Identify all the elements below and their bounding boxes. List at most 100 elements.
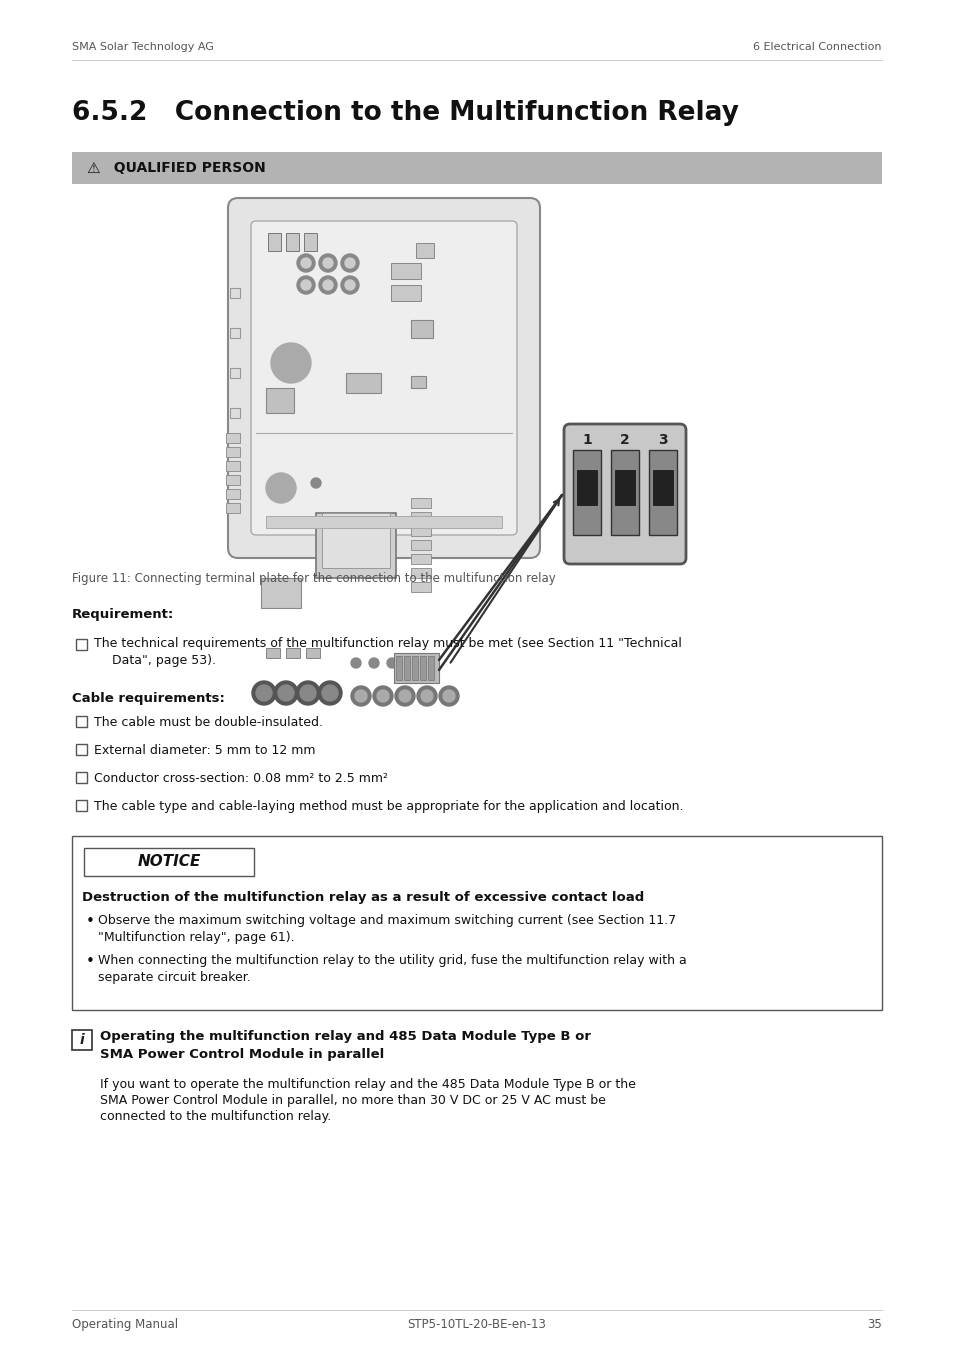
Text: 2: 2 bbox=[619, 433, 629, 447]
Bar bbox=[403, 655, 410, 680]
Text: connected to the multifunction relay.: connected to the multifunction relay. bbox=[100, 1110, 331, 1122]
Text: Requirement:: Requirement: bbox=[71, 608, 174, 621]
Bar bbox=[261, 578, 301, 608]
Bar bbox=[266, 649, 280, 658]
Circle shape bbox=[376, 691, 389, 701]
FancyBboxPatch shape bbox=[563, 424, 685, 565]
Circle shape bbox=[420, 691, 433, 701]
Text: "Multifunction relay", page 61).: "Multifunction relay", page 61). bbox=[98, 932, 294, 944]
Bar bbox=[648, 450, 677, 535]
Circle shape bbox=[274, 681, 297, 705]
Circle shape bbox=[301, 280, 311, 290]
Bar bbox=[226, 460, 240, 471]
Text: •: • bbox=[86, 914, 94, 929]
Text: External diameter: 5 mm to 12 mm: External diameter: 5 mm to 12 mm bbox=[94, 743, 315, 757]
Bar bbox=[76, 800, 87, 811]
Bar bbox=[268, 233, 281, 250]
Text: QUALIFIED PERSON: QUALIFIED PERSON bbox=[104, 161, 266, 175]
FancyBboxPatch shape bbox=[228, 198, 539, 558]
Bar bbox=[306, 649, 319, 658]
Bar bbox=[411, 540, 431, 550]
Circle shape bbox=[301, 259, 311, 268]
Circle shape bbox=[252, 681, 275, 705]
Bar bbox=[76, 772, 87, 783]
Bar bbox=[230, 328, 240, 338]
Text: The technical requirements of the multifunction relay must be met (see Section 1: The technical requirements of the multif… bbox=[94, 636, 681, 650]
Bar bbox=[391, 263, 420, 279]
Bar bbox=[226, 447, 240, 458]
Bar bbox=[411, 320, 433, 338]
Circle shape bbox=[318, 276, 336, 294]
Bar bbox=[76, 716, 87, 727]
Bar bbox=[411, 498, 431, 508]
Text: Data", page 53).: Data", page 53). bbox=[112, 654, 215, 668]
Bar bbox=[315, 513, 395, 578]
Bar bbox=[394, 653, 438, 682]
Bar bbox=[71, 1030, 91, 1049]
Bar bbox=[71, 835, 882, 1010]
Bar bbox=[419, 655, 426, 680]
Bar bbox=[411, 567, 431, 578]
Circle shape bbox=[351, 686, 371, 705]
Circle shape bbox=[299, 685, 315, 701]
Text: i: i bbox=[79, 1033, 84, 1047]
Circle shape bbox=[323, 259, 333, 268]
Bar bbox=[230, 368, 240, 378]
Circle shape bbox=[442, 691, 455, 701]
Circle shape bbox=[317, 681, 341, 705]
Bar bbox=[286, 233, 298, 250]
Circle shape bbox=[318, 255, 336, 272]
Text: ⚠: ⚠ bbox=[86, 161, 99, 176]
Circle shape bbox=[340, 255, 358, 272]
Bar bbox=[266, 516, 501, 528]
Circle shape bbox=[340, 276, 358, 294]
Bar bbox=[391, 284, 420, 301]
Circle shape bbox=[395, 686, 415, 705]
Bar bbox=[226, 475, 240, 485]
Bar bbox=[573, 450, 600, 535]
Circle shape bbox=[373, 686, 393, 705]
Text: When connecting the multifunction relay to the utility grid, fuse the multifunct: When connecting the multifunction relay … bbox=[98, 955, 686, 967]
Text: Figure 11: Connecting terminal plate for the connection to the multifunction rel: Figure 11: Connecting terminal plate for… bbox=[71, 571, 556, 585]
Circle shape bbox=[296, 276, 314, 294]
Text: If you want to operate the multifunction relay and the 485 Data Module Type B or: If you want to operate the multifunction… bbox=[100, 1078, 636, 1091]
Bar bbox=[411, 554, 431, 565]
Text: 3: 3 bbox=[658, 433, 667, 447]
Text: 6 Electrical Connection: 6 Electrical Connection bbox=[753, 42, 882, 51]
Text: •: • bbox=[86, 955, 94, 969]
Bar bbox=[226, 502, 240, 513]
Circle shape bbox=[345, 259, 355, 268]
Circle shape bbox=[398, 691, 411, 701]
Bar bbox=[652, 470, 672, 505]
Bar bbox=[395, 655, 401, 680]
Circle shape bbox=[416, 686, 436, 705]
Bar bbox=[230, 288, 240, 298]
Circle shape bbox=[322, 685, 337, 701]
Text: 35: 35 bbox=[866, 1317, 882, 1331]
Text: The cable type and cable-laying method must be appropriate for the application a: The cable type and cable-laying method m… bbox=[94, 800, 682, 812]
Text: The cable must be double-insulated.: The cable must be double-insulated. bbox=[94, 716, 323, 728]
Circle shape bbox=[296, 255, 314, 272]
Text: 1: 1 bbox=[581, 433, 591, 447]
Bar bbox=[428, 655, 434, 680]
Bar bbox=[76, 639, 87, 650]
Bar bbox=[346, 372, 380, 393]
Bar bbox=[615, 470, 635, 505]
Text: STP5-10TL-20-BE-en-13: STP5-10TL-20-BE-en-13 bbox=[407, 1317, 546, 1331]
Bar bbox=[322, 513, 390, 567]
Circle shape bbox=[255, 685, 272, 701]
FancyBboxPatch shape bbox=[251, 221, 517, 535]
Circle shape bbox=[311, 478, 320, 487]
Bar bbox=[84, 848, 253, 876]
Bar bbox=[412, 655, 417, 680]
Circle shape bbox=[271, 343, 311, 383]
Circle shape bbox=[277, 685, 294, 701]
Bar bbox=[226, 489, 240, 500]
Circle shape bbox=[266, 473, 295, 502]
Text: SMA Power Control Module in parallel, no more than 30 V DC or 25 V AC must be: SMA Power Control Module in parallel, no… bbox=[100, 1094, 605, 1108]
Circle shape bbox=[295, 681, 319, 705]
Bar bbox=[411, 512, 431, 523]
Bar bbox=[411, 525, 431, 536]
Bar bbox=[304, 233, 316, 250]
Text: separate circuit breaker.: separate circuit breaker. bbox=[98, 971, 251, 984]
